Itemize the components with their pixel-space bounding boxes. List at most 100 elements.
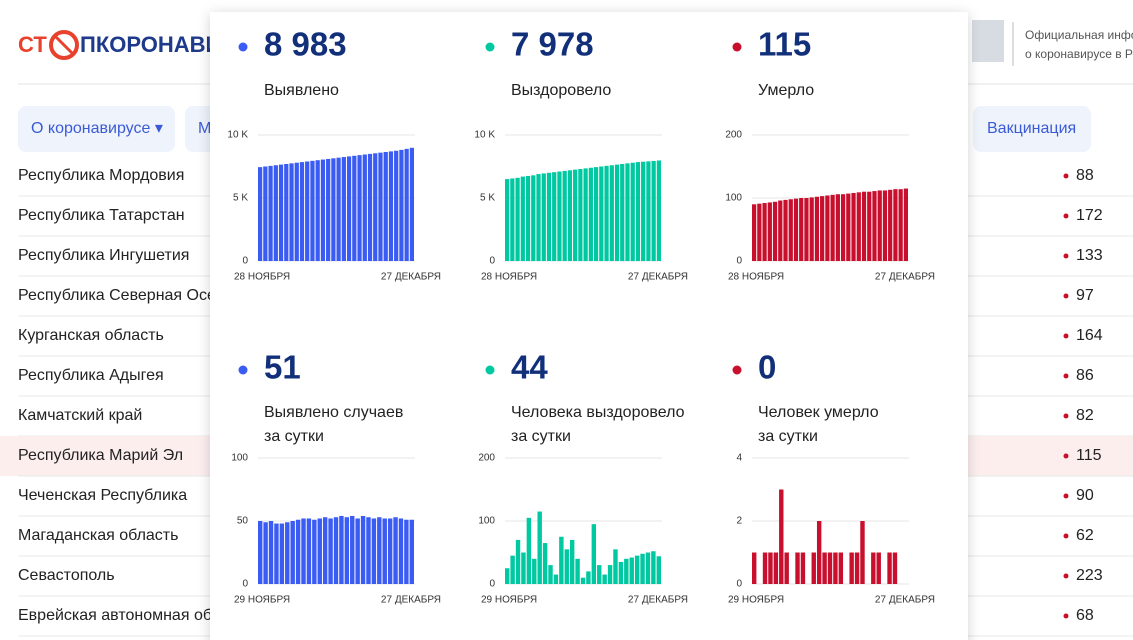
card-dot xyxy=(732,42,742,52)
card-value: 51 xyxy=(264,349,301,386)
bar xyxy=(263,522,268,584)
bar xyxy=(352,155,357,261)
bar xyxy=(366,517,371,584)
bar xyxy=(788,199,793,261)
bar xyxy=(310,160,315,261)
bar xyxy=(811,552,816,584)
bar xyxy=(548,565,553,584)
bar xyxy=(607,565,613,584)
bar xyxy=(618,561,624,584)
bar xyxy=(646,161,651,261)
bar xyxy=(583,168,588,261)
nav-label[interactable]: М xyxy=(198,120,211,137)
row-dot xyxy=(1063,533,1069,539)
card-label: Человека выздоровело xyxy=(511,404,685,421)
bar xyxy=(784,552,789,584)
bar xyxy=(800,552,806,584)
region-name: Республика Мордовия xyxy=(18,167,184,184)
bar xyxy=(898,189,903,261)
bar xyxy=(268,521,274,584)
bar xyxy=(362,154,367,261)
y-tick-label: 100 xyxy=(478,516,495,527)
nav-button[interactable] xyxy=(973,106,1091,152)
bar xyxy=(328,518,333,584)
card-label: за сутки xyxy=(511,428,571,445)
bar xyxy=(830,194,835,261)
bar xyxy=(268,165,273,261)
nav-label[interactable]: Вакцинация xyxy=(987,120,1076,137)
bar xyxy=(593,167,599,261)
y-tick-label: 5 K xyxy=(233,193,248,204)
row-dot xyxy=(1063,253,1069,259)
bar xyxy=(532,558,537,584)
bar xyxy=(336,157,341,261)
bar xyxy=(278,164,284,261)
bar xyxy=(651,160,656,261)
bar xyxy=(887,552,892,584)
bar xyxy=(867,191,872,261)
bar xyxy=(793,198,799,261)
row-dot xyxy=(1063,453,1069,459)
x-tick-label: 27 ДЕКАБРЯ xyxy=(628,272,688,283)
card-label: Человек умерло xyxy=(758,404,879,421)
bar xyxy=(820,196,825,261)
bar xyxy=(635,162,641,261)
bar xyxy=(373,153,378,261)
region-name: Республика Марий Эл xyxy=(18,447,183,464)
bar xyxy=(641,161,646,261)
region-value: 133 xyxy=(1076,247,1103,264)
bar xyxy=(273,165,278,261)
bar xyxy=(752,204,757,261)
bar xyxy=(640,553,645,584)
x-tick-label: 28 НОЯБРЯ xyxy=(234,272,290,283)
bar xyxy=(378,152,383,261)
bar xyxy=(564,549,569,584)
bar xyxy=(279,523,285,584)
region-name: Камчатский край xyxy=(18,407,142,424)
y-tick-label: 10 K xyxy=(474,130,495,141)
x-tick-label: 27 ДЕКАБРЯ xyxy=(875,272,935,283)
x-tick-label: 28 НОЯБРЯ xyxy=(481,272,537,283)
row-dot xyxy=(1063,173,1069,179)
card-label: за сутки xyxy=(264,428,324,445)
bar xyxy=(305,161,310,261)
bar xyxy=(285,522,290,584)
bar xyxy=(322,517,328,584)
bar xyxy=(809,197,814,261)
bar xyxy=(521,552,526,584)
bar xyxy=(816,521,822,584)
bar xyxy=(624,558,629,584)
y-tick-label: 0 xyxy=(736,579,742,590)
bar xyxy=(768,552,773,584)
bar xyxy=(602,574,607,584)
bar xyxy=(394,150,399,261)
y-tick-label: 0 xyxy=(242,579,248,590)
card-dot xyxy=(485,42,495,52)
row-dot xyxy=(1063,413,1069,419)
bar xyxy=(651,551,656,584)
row-dot xyxy=(1063,213,1069,219)
bar xyxy=(537,511,542,584)
bar xyxy=(773,552,779,584)
bar xyxy=(599,166,604,261)
card-label: Выявлено xyxy=(264,82,339,99)
bar xyxy=(377,517,382,584)
region-name: Республика Татарстан xyxy=(18,207,185,224)
y-tick-label: 0 xyxy=(242,256,248,267)
region-value: 88 xyxy=(1076,167,1094,184)
bar xyxy=(399,149,404,261)
region-name: Севастополь xyxy=(18,567,115,584)
x-tick-label: 27 ДЕКАБРЯ xyxy=(875,595,935,606)
bar xyxy=(398,518,404,584)
nav-label[interactable]: О коронавирусе ▾ xyxy=(31,120,163,137)
row-dot xyxy=(1063,613,1069,619)
bar xyxy=(393,517,398,584)
bar xyxy=(656,160,661,261)
region-value: 172 xyxy=(1076,207,1103,224)
y-tick-label: 100 xyxy=(231,453,248,464)
region-name: Курганская область xyxy=(18,327,164,344)
nav-button[interactable] xyxy=(18,106,175,152)
bar xyxy=(846,193,851,261)
